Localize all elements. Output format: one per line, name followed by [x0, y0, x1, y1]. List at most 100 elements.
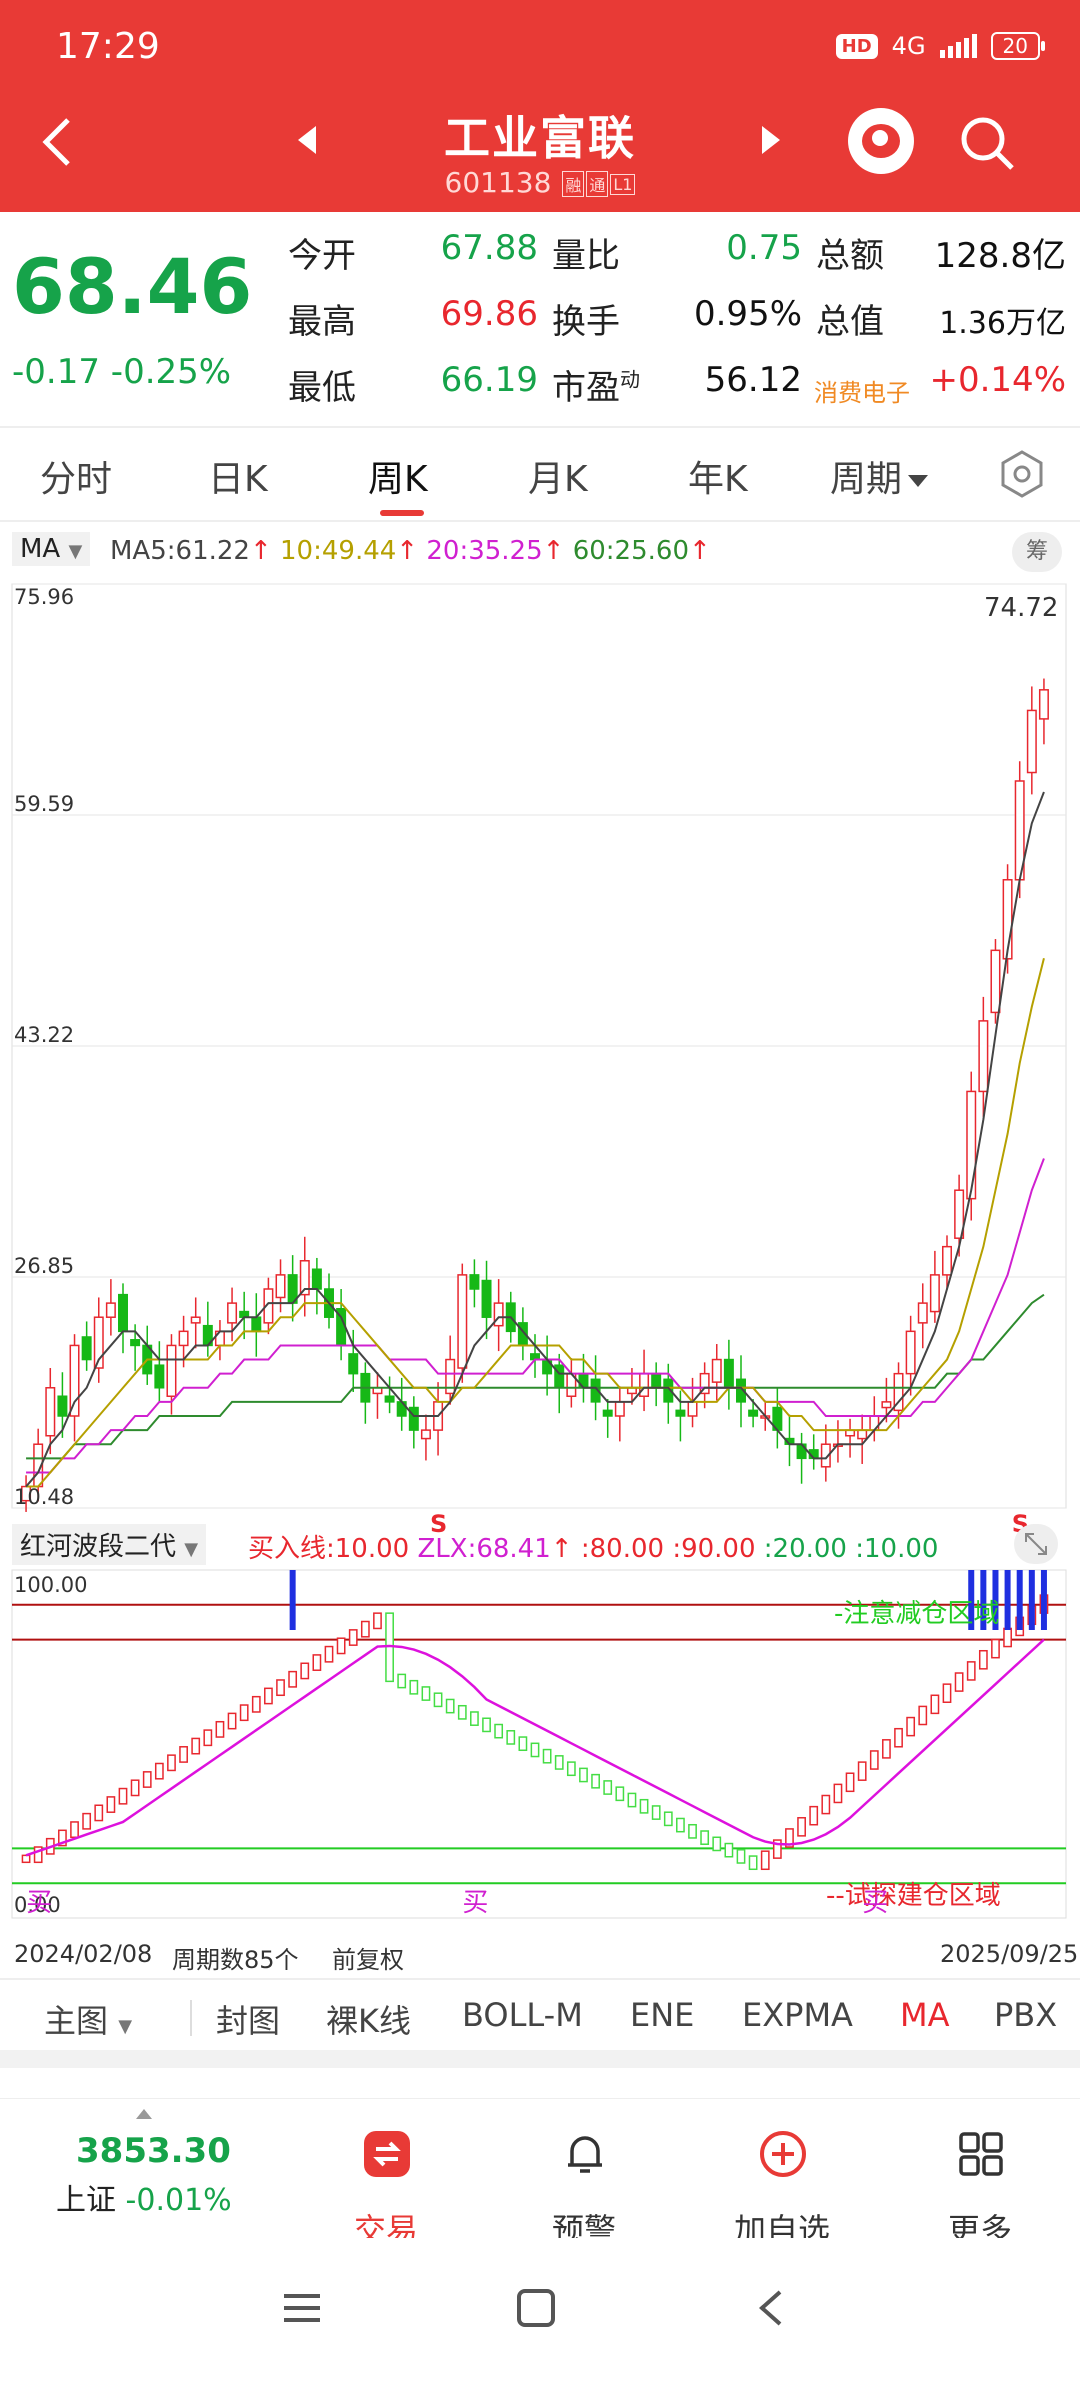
- oscillator-bar: [348, 1629, 358, 1646]
- candle-body: [663, 1378, 674, 1403]
- y-tick-label: 10.48: [14, 1485, 74, 1509]
- index-ticker[interactable]: 上证 -0.01%: [56, 2175, 232, 2219]
- tab-yearly-k[interactable]: 年K: [688, 459, 748, 500]
- oscillator-bar: [748, 1855, 758, 1871]
- ma60-arrow: ↑: [688, 536, 711, 566]
- chip-distribution-button[interactable]: 筹: [1012, 532, 1062, 572]
- y-tick-label: 75.96: [14, 585, 74, 609]
- oscillator-bar: [264, 1687, 273, 1705]
- sector-change: +0.14%: [929, 360, 1067, 400]
- oscillator-bar: [688, 1823, 697, 1839]
- header-bar: 17:29 HD 4G 20 工业富联 601138 融通 L1: [0, 0, 1080, 212]
- menu-icon[interactable]: [282, 2290, 322, 2326]
- candle-body: [554, 1364, 565, 1389]
- settings-hexagon-icon[interactable]: [996, 448, 1048, 500]
- back-button[interactable]: [36, 112, 84, 182]
- section-divider: [0, 2050, 1080, 2068]
- main-chart-select[interactable]: 主图 ▼: [44, 1996, 132, 2042]
- tab-intraday[interactable]: 分时: [40, 459, 113, 500]
- candle-body: [857, 1429, 868, 1440]
- oscillator-bar: [373, 1612, 382, 1630]
- indicator-chart: 100.000.00-注意减仓区域--试探建仓区域买买买: [11, 1569, 1067, 1919]
- ma10-arrow: ↑: [396, 536, 419, 566]
- oscillator-bar: [797, 1817, 806, 1837]
- oscillator-bar: [336, 1637, 346, 1655]
- next-stock-arrow-icon[interactable]: [762, 126, 780, 154]
- y-tick-label: 43.22: [14, 1023, 74, 1047]
- oscillator-bar: [651, 1805, 661, 1820]
- buy-line-value: 买入线:10.00: [248, 1534, 410, 1564]
- candle-body: [905, 1330, 916, 1375]
- oscillator-bar: [833, 1783, 843, 1804]
- oscillator-bar: [312, 1654, 322, 1671]
- turnover-rate-value: 0.95%: [693, 294, 802, 334]
- mascot-icon[interactable]: [848, 108, 914, 174]
- oscillator-bar: [736, 1849, 746, 1864]
- tab-period-dropdown[interactable]: 周期: [830, 450, 929, 502]
- tab-ene[interactable]: ENE: [630, 1996, 695, 2034]
- oscillator-bar: [179, 1746, 188, 1763]
- oscillator-bar: [906, 1716, 916, 1737]
- candle-body: [954, 1189, 965, 1239]
- stock-name: 工业富联: [444, 111, 636, 165]
- oscillator-bar: [615, 1786, 625, 1802]
- ma-legend-row: MA ▼ MA5:61.22↑ 10:49.44↑ 20:35.25↑ 60:2…: [0, 526, 1080, 578]
- expand-icon[interactable]: [1014, 1524, 1058, 1564]
- zone-marker-bar: [289, 1570, 296, 1630]
- indicator-tabs: 主图 ▼ 封图 裸K线 BOLL-M ENE EXPMA MA PBX: [0, 1978, 1080, 2050]
- divider: [190, 2000, 192, 2036]
- prev-stock-arrow-icon[interactable]: [298, 126, 316, 154]
- candle-body: [57, 1395, 68, 1417]
- tab-ma[interactable]: MA: [900, 1996, 950, 2034]
- oscillator-bar: [579, 1767, 588, 1783]
- oscillator-bar: [700, 1830, 710, 1845]
- ma5-value: MA5:61.22: [110, 536, 250, 566]
- candle-body: [675, 1409, 686, 1417]
- oscillator-bar: [288, 1670, 298, 1688]
- oscillator-bar: [518, 1736, 528, 1752]
- tab-weekly-k[interactable]: 周K: [368, 459, 428, 500]
- tab-daily-k[interactable]: 日K: [208, 459, 268, 500]
- ma-indicator-select[interactable]: MA ▼: [12, 532, 91, 566]
- candle-body: [481, 1279, 492, 1318]
- system-nav-bar: [0, 2238, 1080, 2400]
- oscillator-bar: [991, 1638, 1000, 1659]
- oscillator-bar: [882, 1739, 891, 1759]
- back-icon[interactable]: [756, 2288, 786, 2328]
- trade-icon: [364, 2131, 410, 2177]
- pe-label-text: 市盈: [552, 368, 620, 408]
- indicator-legend-row: 红河波段二代 ▼ 买入线:10.00 ZLX:68.41↑ :80.00 :90…: [0, 1518, 1080, 1568]
- candle-body: [942, 1245, 952, 1276]
- chevron-up-icon[interactable]: [136, 2109, 152, 2119]
- connect-tag: 通: [586, 171, 609, 197]
- pe-dynamic-sup: 动: [620, 367, 640, 392]
- index-value[interactable]: 3853.30: [76, 2131, 231, 2171]
- zone-marker-bar: [1004, 1570, 1011, 1630]
- indicator-select[interactable]: 红河波段二代 ▼: [12, 1524, 207, 1565]
- chevron-down-icon: [908, 475, 929, 487]
- level-90: :90.00: [672, 1534, 756, 1564]
- oscillator-bar: [809, 1805, 819, 1826]
- oscillator-bar: [445, 1698, 455, 1714]
- candle-body: [178, 1330, 189, 1347]
- buy-signal-mark: 买: [462, 1888, 488, 1918]
- search-icon[interactable]: [958, 114, 1016, 172]
- tab-naked-k[interactable]: 裸K线: [326, 2002, 411, 2040]
- tab-monthly-k[interactable]: 月K: [528, 459, 588, 500]
- tab-expma[interactable]: EXPMA: [742, 1996, 853, 2034]
- tab-pbx[interactable]: PBX: [994, 1996, 1058, 2034]
- zlx-line: [25, 1638, 1045, 1857]
- battery-icon: 20: [990, 32, 1046, 60]
- tab-boll-m[interactable]: BOLL-M: [462, 1996, 583, 2034]
- oscillator-bar: [409, 1679, 419, 1695]
- sector-label[interactable]: 消费电子: [814, 370, 910, 410]
- open-label: 今开: [288, 236, 356, 276]
- reduce-zone-label: -注意减仓区域: [834, 1599, 999, 1629]
- tab-seal-chart[interactable]: 封图: [216, 2002, 281, 2040]
- oscillator-bar: [360, 1620, 370, 1638]
- buy-signal-mark: 买: [26, 1888, 52, 1918]
- home-icon[interactable]: [516, 2288, 556, 2328]
- oscillator-bar: [954, 1672, 964, 1692]
- oscillator-bar: [930, 1694, 940, 1715]
